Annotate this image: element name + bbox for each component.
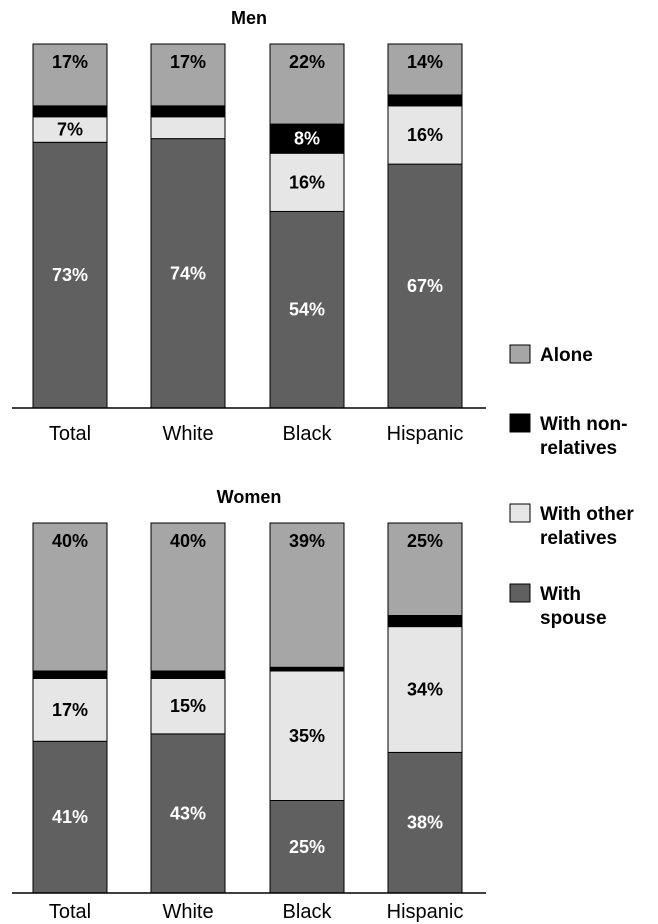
legend-label: relatives	[540, 438, 617, 459]
legend-swatch-with-spouse	[509, 583, 531, 603]
women-bar-segment	[150, 522, 226, 672]
men-data-label: 67%	[407, 276, 443, 296]
men-category-label: White	[162, 423, 213, 445]
women-data-label: 38%	[407, 813, 443, 833]
men-bar-segment	[32, 116, 108, 143]
women-category-label: White	[162, 901, 213, 923]
legend-label: With	[540, 584, 581, 605]
women-bar-segment	[269, 522, 345, 668]
women-bar-segment	[269, 670, 345, 801]
women-category-label: Black	[283, 901, 333, 923]
women-bar-segment	[387, 522, 463, 616]
women-data-label: 41%	[52, 807, 88, 827]
women-data-label: 40%	[52, 531, 88, 551]
men-data-label: 17%	[170, 52, 206, 72]
women-data-label: 43%	[170, 803, 206, 823]
men-bar-segment	[269, 152, 345, 212]
women-chart-title: Women	[217, 487, 282, 507]
men-bar-segment	[150, 116, 226, 140]
women-bar-segment	[269, 800, 345, 894]
men-category-label: Black	[283, 423, 333, 445]
men-bar-segment	[387, 43, 463, 96]
women-data-label: 25%	[289, 837, 325, 857]
women-bar-segment	[387, 626, 463, 753]
men-data-label: 16%	[289, 172, 325, 192]
men-data-label: 22%	[289, 52, 325, 72]
women-chart-panel: Women 41%17%2%40%Total43%15%2%40%White25…	[12, 487, 486, 923]
men-data-label: 16%	[407, 125, 443, 145]
legend-label: spouse	[540, 608, 607, 629]
women-data-label: 25%	[407, 531, 443, 551]
men-category-label: Total	[49, 423, 91, 445]
women-category-label: Hispanic	[387, 901, 464, 923]
women-data-label: 39%	[289, 531, 325, 551]
men-chart-title: Men	[231, 8, 267, 28]
men-data-label: 14%	[407, 52, 443, 72]
men-bar-segment	[150, 43, 226, 107]
men-data-label: 54%	[289, 300, 325, 320]
legend-swatch-with-nonrelatives	[509, 413, 531, 433]
legend-label: With other	[540, 504, 634, 525]
women-data-label: 17%	[52, 700, 88, 720]
women-data-label: 34%	[407, 680, 443, 700]
legend-swatch-alone	[509, 344, 531, 364]
men-bar-segment	[387, 105, 463, 165]
women-bar-segment	[32, 522, 108, 672]
women-bar-segment	[387, 751, 463, 894]
women-bar-segment	[32, 740, 108, 894]
legend-swatch-with-other-relatives	[509, 503, 531, 523]
men-data-label: 8%	[294, 129, 320, 149]
men-data-label: 74%	[170, 263, 206, 283]
men-data-label: 17%	[52, 52, 88, 72]
legend: Alone With non-relatives With other relativ…	[509, 344, 634, 629]
women-data-label: 35%	[289, 726, 325, 746]
men-bar-segment	[269, 123, 345, 154]
women-bar-segment	[150, 677, 226, 735]
men-bar-segment	[269, 210, 345, 409]
men-bar-segment	[150, 138, 226, 409]
legend-label: Alone	[540, 345, 593, 366]
women-data-label: 40%	[170, 531, 206, 551]
men-data-label: 7%	[57, 120, 83, 140]
men-bar-segment	[32, 43, 108, 107]
men-bar-segment	[387, 163, 463, 409]
men-chart-panel: Men 73%7%3%17%Total74%6%3%17%White54%16%…	[12, 8, 486, 445]
men-category-label: Hispanic	[387, 423, 464, 445]
men-data-label: 73%	[52, 265, 88, 285]
men-bar-segment	[269, 43, 345, 125]
women-bar-segment	[32, 677, 108, 742]
legend-label: With non-	[540, 414, 627, 435]
legend-label: relatives	[540, 528, 617, 549]
women-category-label: Total	[49, 901, 91, 923]
women-data-label: 15%	[170, 696, 206, 716]
men-bar-segment	[32, 141, 108, 409]
women-bar-segment	[150, 733, 226, 894]
